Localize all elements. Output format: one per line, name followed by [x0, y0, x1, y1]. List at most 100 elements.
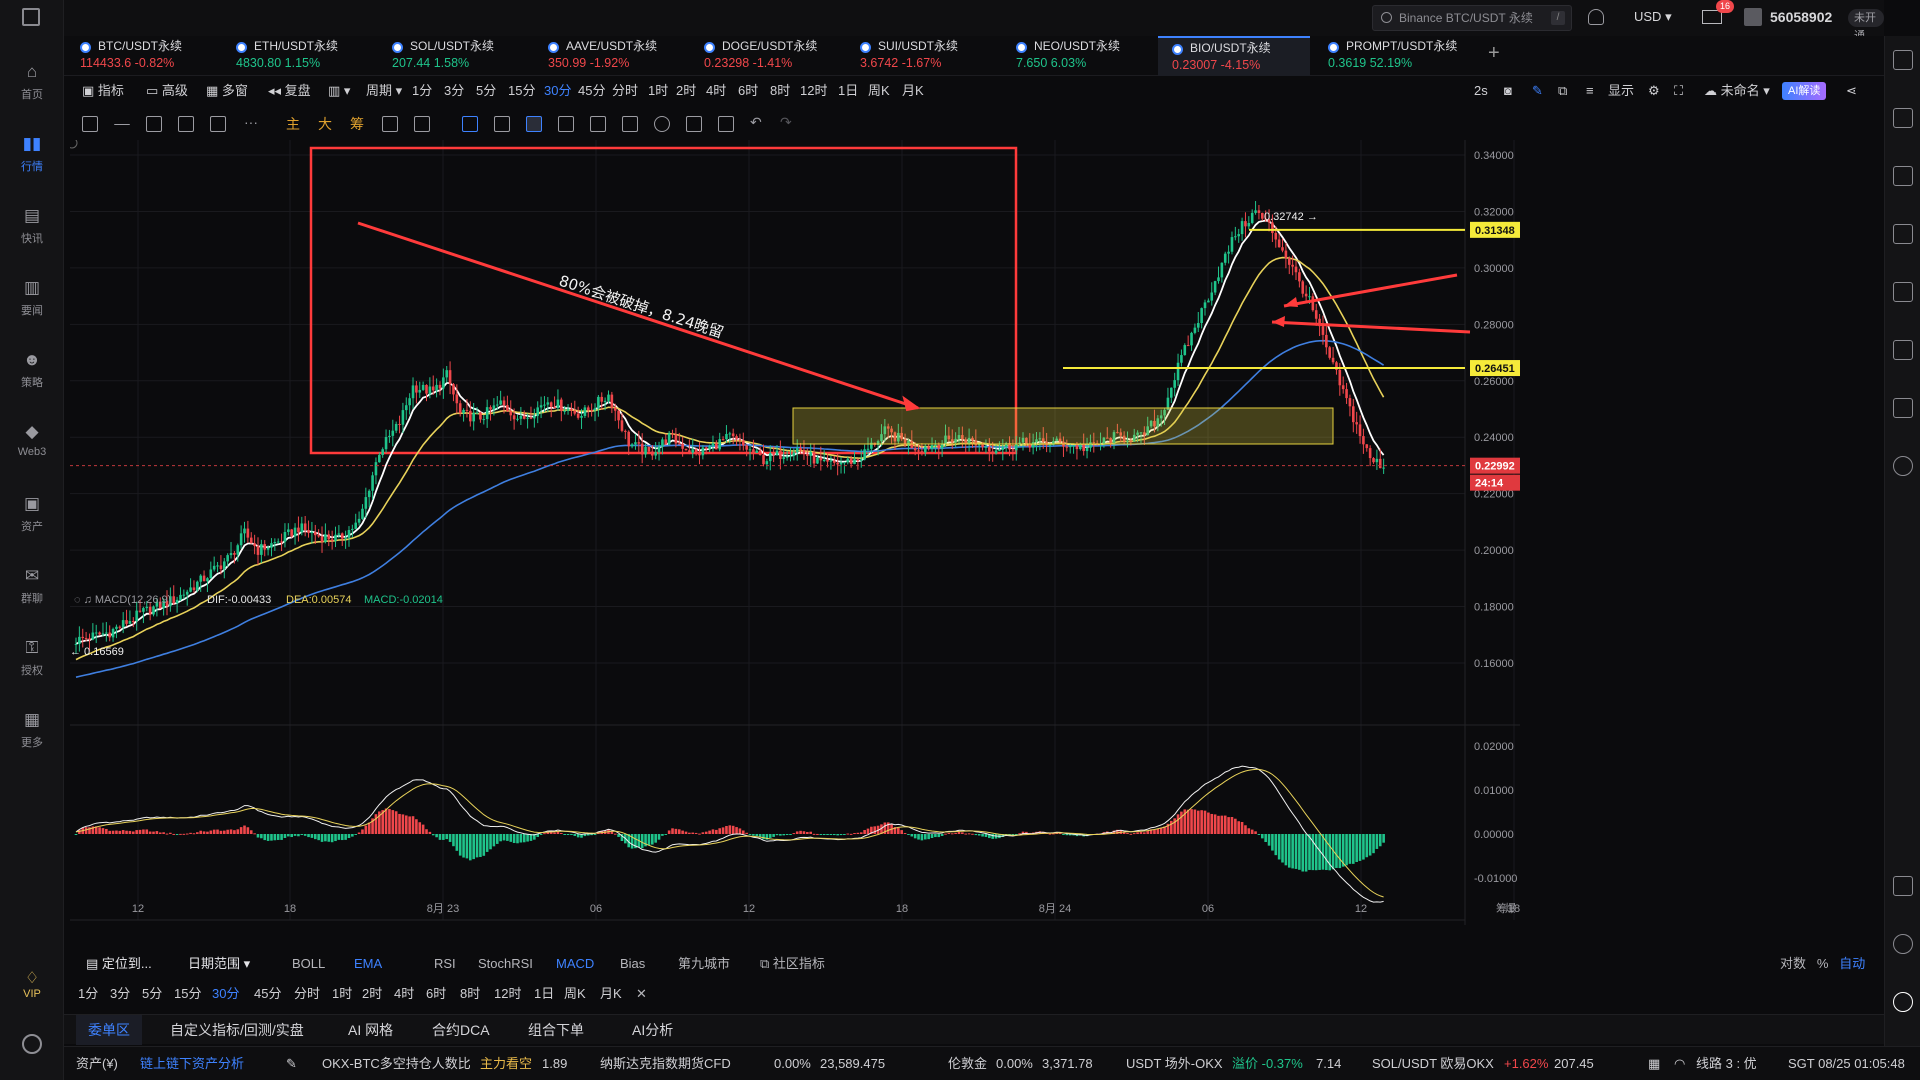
- bottom-tab-3[interactable]: 合约DCA: [432, 1022, 490, 1038]
- sidebar-item-market[interactable]: ▮▮ 行情: [0, 130, 64, 186]
- percent-option[interactable]: %: [1816, 956, 1829, 971]
- trendline-tool-icon[interactable]: [146, 116, 162, 132]
- ticker-tab[interactable]: BTC/USDT永续 114433.6 -0.82%: [66, 36, 218, 76]
- candle-icon[interactable]: [558, 116, 574, 132]
- sidebar-item-web3[interactable]: ◆ Web3: [0, 418, 64, 474]
- parallel-channel-icon[interactable]: [178, 116, 194, 132]
- multi-window-button[interactable]: ▦ 多窗: [206, 83, 248, 98]
- timeframe-11[interactable]: 8时: [770, 83, 791, 98]
- crop-icon[interactable]: ⧉: [1558, 83, 1568, 98]
- tfbar-item-13[interactable]: 1日: [534, 986, 555, 1001]
- fib-tool-icon[interactable]: [210, 116, 226, 132]
- ticker-tab[interactable]: ETH/USDT永续 4830.80 1.15%: [222, 36, 374, 76]
- bell-icon[interactable]: [1588, 9, 1604, 25]
- chart-type-button[interactable]: ▥ ▾: [328, 83, 351, 98]
- timeframe-15[interactable]: 月K: [902, 83, 924, 98]
- tfbar-item-15[interactable]: 月K: [600, 986, 622, 1001]
- share-icon[interactable]: ⋖: [1846, 83, 1857, 98]
- calendar-icon[interactable]: [1893, 340, 1913, 360]
- sidebar-item-headlines[interactable]: ▥ 要闻: [0, 274, 64, 330]
- alert-icon[interactable]: [1893, 456, 1913, 476]
- timeframe-5[interactable]: 45分: [578, 83, 606, 98]
- ticker-tab[interactable]: DOGE/USDT永续 0.23298 -1.41%: [690, 36, 842, 76]
- auto-option[interactable]: 自动: [1839, 956, 1866, 971]
- tfbar-item-11[interactable]: 8时: [460, 986, 481, 1001]
- big-order-button[interactable]: 大: [318, 116, 332, 132]
- bottom-tab-1[interactable]: 自定义指标/回测/实盘: [170, 1022, 304, 1038]
- pen-small-icon[interactable]: ✎: [286, 1056, 297, 1071]
- currency-select[interactable]: USD ▾: [1634, 9, 1672, 24]
- qr-icon[interactable]: ▦: [1648, 1056, 1661, 1071]
- daterange-select[interactable]: 日期范围 ▾: [188, 956, 251, 971]
- ticker-tab[interactable]: AAVE/USDT永续 350.99 -1.92%: [534, 36, 686, 76]
- connection-line[interactable]: 线路 3 : 优: [1696, 1056, 1757, 1071]
- more-tools-icon[interactable]: ···: [244, 114, 258, 130]
- pen-icon[interactable]: ✎: [1532, 83, 1543, 98]
- bottom-tab-2[interactable]: AI 网格: [348, 1022, 394, 1038]
- gold-label[interactable]: 伦敦金: [948, 1056, 988, 1071]
- avatar[interactable]: [1744, 8, 1762, 26]
- tfbar-item-1[interactable]: 3分: [110, 986, 131, 1001]
- trades-icon[interactable]: [1893, 166, 1913, 186]
- indicator-macd[interactable]: MACD: [556, 956, 595, 971]
- timeframe-10[interactable]: 6时: [738, 83, 759, 98]
- ai-interpret-button[interactable]: AI解读: [1782, 82, 1827, 100]
- timeframe-1[interactable]: 3分: [444, 83, 465, 98]
- depth-icon[interactable]: [1893, 224, 1913, 244]
- replay-button[interactable]: ◂◂ 复盘: [268, 83, 311, 98]
- timeframe-4[interactable]: 30分: [544, 83, 572, 98]
- usdt-otc-label[interactable]: USDT 场外-OKX: [1126, 1056, 1223, 1071]
- tfbar-item-7[interactable]: 1时: [332, 986, 353, 1001]
- user-id[interactable]: 56058902: [1770, 9, 1833, 25]
- bottom-tab-0[interactable]: 委单区: [76, 1015, 142, 1045]
- filter-icon[interactable]: [686, 116, 702, 132]
- indicator-rsi[interactable]: RSI: [434, 956, 456, 971]
- tfbar-item-2[interactable]: 5分: [142, 986, 163, 1001]
- timeframe-2[interactable]: 5分: [476, 83, 497, 98]
- okx-ratio-label[interactable]: OKX-BTC多空持仓人数比: [322, 1056, 471, 1071]
- sidebar-item-vip[interactable]: ♢ VIP: [0, 968, 64, 1000]
- tfbar-item-0[interactable]: 1分: [78, 986, 99, 1001]
- tfbar-item-5[interactable]: 45分: [254, 986, 282, 1001]
- compare-icon[interactable]: [382, 116, 398, 132]
- tfbar-item-9[interactable]: 4时: [394, 986, 415, 1001]
- timeframe-8[interactable]: 2时: [676, 83, 697, 98]
- refresh-interval[interactable]: 2s: [1474, 83, 1488, 98]
- price-chart[interactable]: 80%会被破掉，8.24晚留 0.32742 → ← 0.16569 ◌ ♫ MAC…: [70, 140, 1520, 925]
- redo-icon[interactable]: ↷: [780, 114, 792, 130]
- copy-icon[interactable]: [462, 116, 478, 132]
- list-icon[interactable]: ≡: [1586, 83, 1594, 98]
- timeframe-9[interactable]: 4时: [706, 83, 727, 98]
- ticker-tab[interactable]: SUI/USDT永续 3.6742 -1.67%: [846, 36, 998, 76]
- undo-icon[interactable]: ↶: [750, 114, 762, 130]
- close-icon[interactable]: ✕: [636, 986, 647, 1001]
- nasdaq-label[interactable]: 纳斯达克指数期货CFD: [600, 1056, 731, 1071]
- membership-badge[interactable]: 未开通: [1848, 9, 1884, 42]
- timeframe-12[interactable]: 12时: [800, 83, 828, 98]
- sidebar-item-chat[interactable]: ✉ 群聊: [0, 562, 64, 618]
- mail-icon[interactable]: [1702, 10, 1722, 24]
- ticker-tab[interactable]: NEO/USDT永续 7.650 6.03%: [1002, 36, 1154, 76]
- sidebar-item-strategy[interactable]: ☻ 策略: [0, 346, 64, 402]
- log-scale-option[interactable]: 对数: [1780, 956, 1807, 971]
- assistant-icon[interactable]: [1893, 992, 1913, 1012]
- indicator-boll[interactable]: BOLL: [292, 956, 326, 971]
- edit-icon[interactable]: [622, 116, 638, 132]
- add-tab-icon[interactable]: +: [1488, 42, 1500, 64]
- tfbar-item-4[interactable]: 30分: [212, 986, 240, 1001]
- sidebar-item-auth[interactable]: ⚿ 授权: [0, 634, 64, 690]
- tfbar-item-10[interactable]: 6时: [426, 986, 447, 1001]
- indicator-第九城市[interactable]: 第九城市: [678, 956, 731, 971]
- magnet-icon[interactable]: [654, 116, 670, 132]
- sidebar-item-more[interactable]: ▦ 更多: [0, 706, 64, 762]
- settings-gear-icon[interactable]: [22, 1034, 42, 1054]
- monitor-icon[interactable]: [1893, 282, 1913, 302]
- measure-icon[interactable]: [414, 116, 430, 132]
- trash-icon[interactable]: [718, 116, 734, 132]
- rectangle-tool-icon[interactable]: [82, 116, 98, 132]
- panel-icon[interactable]: [1893, 876, 1913, 896]
- chips-button[interactable]: 筹: [350, 116, 364, 132]
- timeframe-7[interactable]: 1时: [648, 83, 669, 98]
- layout-name-select[interactable]: ☁ 未命名 ▾: [1704, 83, 1770, 98]
- indicator-stochrsi[interactable]: StochRSI: [478, 956, 533, 971]
